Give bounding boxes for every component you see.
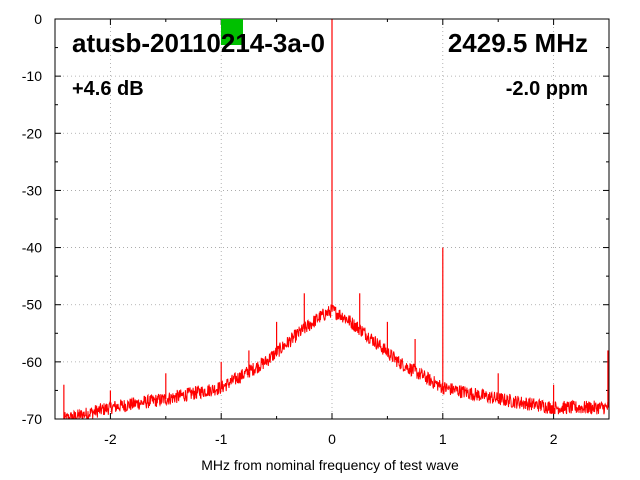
y-tick-label: -60 [22,354,42,370]
y-tick-label: -10 [22,68,42,84]
y-tick-label: -30 [22,182,42,198]
x-axis-label: MHz from nominal frequency of test wave [201,457,459,473]
x-tick-label: 0 [328,431,336,447]
offset-label: -2.0 ppm [506,78,588,100]
y-tick-label: -40 [22,240,42,256]
spectrum-trace [63,304,610,420]
gain-label: +4.6 dB [72,78,144,100]
y-tick-label: -50 [22,297,42,313]
x-tick-label: -1 [215,431,228,447]
y-tick-label: -20 [22,125,42,141]
x-tick-label: -2 [104,431,117,447]
y-tick-label: 0 [34,11,42,27]
frequency-label: 2429.5 MHz [448,28,588,58]
tick-labels: 0-10-20-30-40-50-60-70-2 -1 0 1 2 [22,11,558,447]
x-tick-label: 1 [439,431,447,447]
y-tick-label: -70 [22,411,42,427]
device-id-label: atusb-20110214-3a-0 [72,28,325,58]
plot-frame [54,18,610,420]
plot-area [63,19,610,420]
x-tick-label: 2 [550,431,558,447]
status-indicator [221,19,243,45]
